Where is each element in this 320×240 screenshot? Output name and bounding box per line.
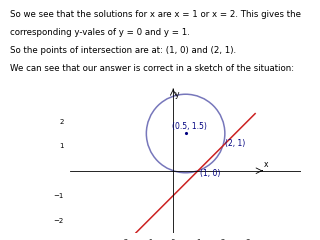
Text: So the points of intersection are at: (1, 0) and (2, 1).: So the points of intersection are at: (1… (10, 46, 236, 55)
Text: corresponding y-vales of y = 0 and y = 1.: corresponding y-vales of y = 0 and y = 1… (10, 28, 189, 36)
Text: y: y (174, 90, 179, 99)
Text: x: x (264, 161, 268, 169)
Text: We can see that our answer is correct in a sketch of the situation:: We can see that our answer is correct in… (10, 64, 294, 72)
Text: (2, 1): (2, 1) (225, 139, 245, 148)
Text: (1, 0): (1, 0) (200, 169, 220, 178)
Text: (0.5, 1.5): (0.5, 1.5) (172, 122, 207, 131)
Text: So we see that the solutions for x are x = 1 or x = 2. This gives the: So we see that the solutions for x are x… (10, 10, 300, 19)
